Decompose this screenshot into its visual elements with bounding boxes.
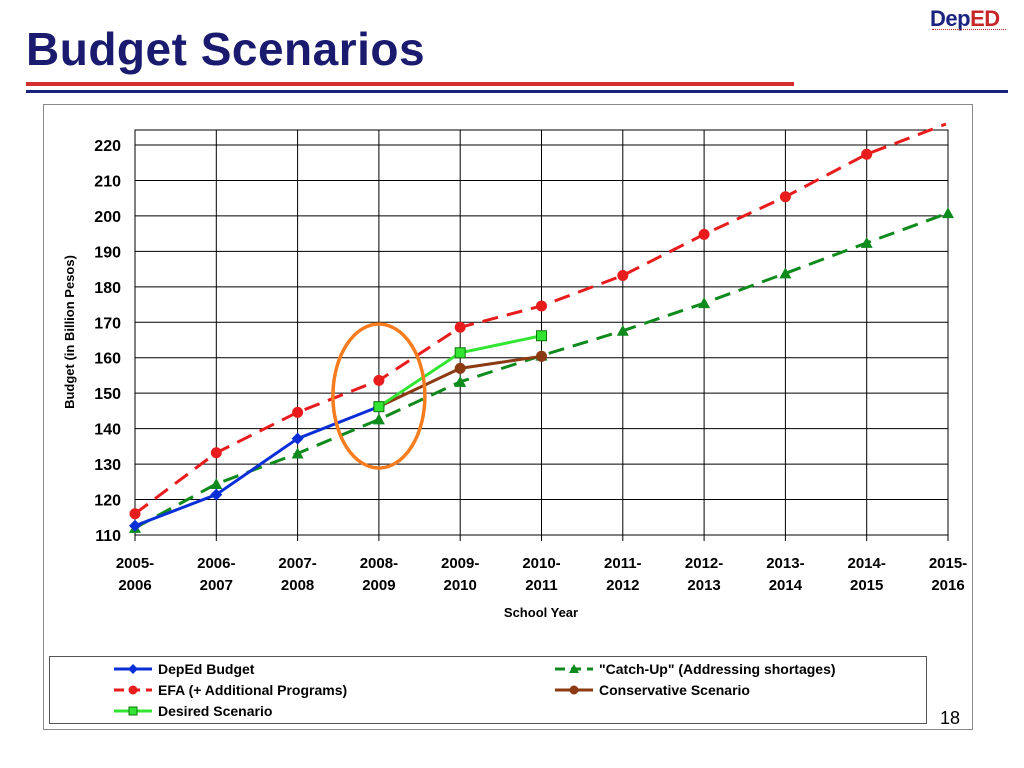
x-tick-label: 2006-: [197, 555, 235, 572]
data-point: [454, 347, 466, 359]
data-point: [128, 664, 138, 674]
y-tick-label: 160: [94, 351, 121, 368]
x-tick-label: 2008: [281, 577, 314, 594]
y-tick-label: 190: [94, 244, 121, 261]
data-point: [210, 477, 223, 489]
y-tick-label: 210: [94, 173, 121, 190]
data-point: [942, 207, 954, 219]
y-tick-label: 220: [94, 138, 121, 155]
x-axis-ticks: 2005- 2006 2006- 2007 2007- 2008 2008- 2009 2009…: [116, 555, 967, 594]
title-rule-navy: [26, 90, 1008, 93]
x-tick-label: 2011: [525, 577, 558, 594]
x-tick-label: 2008-: [360, 555, 398, 572]
x-tick-label: 2010: [444, 577, 477, 594]
data-point: [617, 269, 629, 281]
data-point: [779, 267, 792, 279]
deped-logo: DepED: [930, 4, 1010, 38]
y-tick-label: 150: [94, 386, 121, 403]
logo-text: DepED: [930, 6, 1000, 31]
data-point: [129, 519, 141, 532]
y-axis-label: Budget (in Billion Pesos): [62, 255, 77, 409]
data-point: [698, 228, 710, 240]
data-point: [373, 401, 385, 413]
y-tick-label: 140: [94, 422, 121, 439]
y-axis-ticks: 110 120 130 140 150 160 170 180 190 200 210 220: [94, 138, 121, 545]
highlight-ellipse: [331, 322, 427, 470]
chart-series: [129, 122, 954, 533]
x-tick-label: 2012: [606, 577, 639, 594]
x-tick-label: 2013: [687, 577, 720, 594]
data-point: [569, 664, 579, 673]
data-point: [373, 374, 385, 386]
x-tick-label: 2015-: [929, 555, 967, 572]
series-2: [373, 330, 547, 413]
legend-swatch-conservative-scenario: [555, 685, 593, 695]
x-tick-label: 2007: [200, 577, 233, 594]
data-point: [128, 706, 138, 716]
data-point: [291, 432, 304, 445]
y-tick-label: 130: [94, 457, 121, 474]
legend-swatch-deped-budget: [114, 664, 152, 674]
series-line: [134, 211, 949, 530]
legend-swatch-desired-scenario: [114, 706, 152, 716]
x-tick-label: 2009-: [441, 555, 479, 572]
data-point: [536, 350, 547, 362]
x-tick-label: 2016: [931, 577, 964, 594]
x-tick-label: 2011-: [604, 555, 642, 572]
x-tick-label: 2005-: [116, 555, 154, 572]
x-tick-label: 2013-: [766, 555, 804, 572]
y-tick-label: 200: [94, 209, 121, 226]
chart-annotations: [331, 322, 427, 470]
legend-swatch-catch-up: [555, 664, 593, 673]
data-point: [454, 362, 466, 374]
data-point: [779, 191, 791, 203]
chart-panel: [43, 104, 973, 730]
data-point: [616, 324, 629, 336]
data-point: [860, 236, 873, 248]
data-point: [454, 375, 467, 387]
data-point: [291, 447, 304, 459]
x-tick-label: 2010-: [522, 555, 560, 572]
title-rule-red: [26, 82, 794, 86]
y-tick-label: 170: [94, 315, 121, 332]
series-line: [134, 122, 947, 515]
logo-underline: [932, 29, 1006, 33]
slide-title: Budget Scenarios: [26, 23, 426, 75]
y-tick-label: 120: [94, 493, 121, 510]
data-point: [129, 508, 141, 520]
x-tick-label: 2012-: [685, 555, 723, 572]
data-point: [698, 297, 711, 309]
chart-grid: [134, 129, 949, 541]
data-point: [292, 406, 304, 418]
x-tick-label: 2006: [118, 577, 151, 594]
y-tick-label: 180: [94, 280, 121, 297]
series-line: [134, 405, 380, 528]
x-axis-label: School Year: [504, 605, 578, 620]
data-point: [372, 413, 385, 425]
x-tick-label: 2007-: [278, 555, 316, 572]
y-tick-label: 110: [95, 528, 121, 545]
data-point: [128, 685, 138, 695]
data-point: [861, 148, 873, 160]
series-0: [129, 400, 385, 532]
page-number: 18: [940, 708, 961, 728]
data-point: [569, 685, 579, 695]
x-tick-label: 2009: [362, 577, 395, 594]
data-point: [210, 447, 222, 459]
chart-legend: DepEd Budget EFA (+ Additional Programs)…: [49, 656, 927, 724]
legend-swatch-efa: [114, 685, 152, 695]
x-tick-label: 2015: [850, 577, 883, 594]
data-point: [536, 330, 547, 342]
data-point: [536, 300, 547, 312]
data-point: [454, 321, 466, 333]
series-1: [129, 122, 947, 520]
data-point: [210, 488, 223, 501]
x-tick-label: 2014: [769, 577, 803, 594]
x-tick-label: 2014-: [848, 555, 886, 572]
